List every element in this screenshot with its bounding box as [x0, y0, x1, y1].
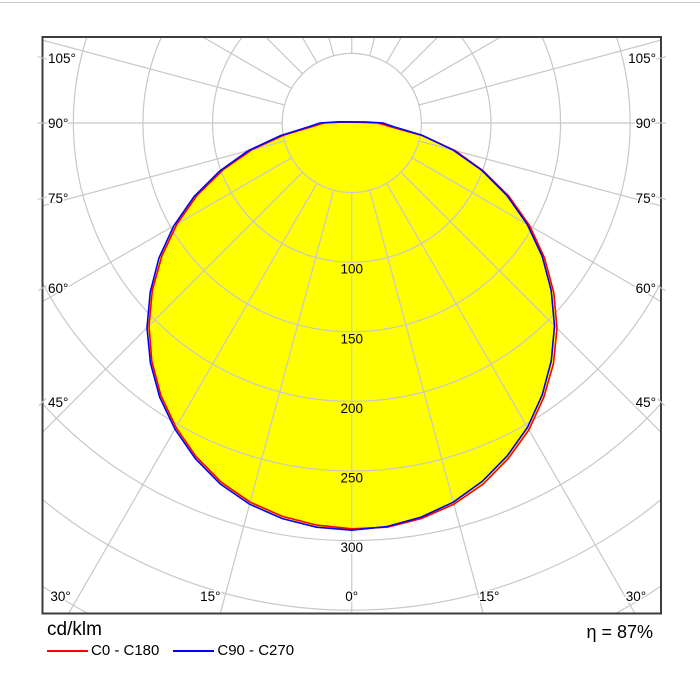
c90-c270-line-swatch: [173, 649, 215, 652]
legend-unit-label: cd/klm: [47, 619, 102, 640]
legend-item-c0-c180: C0 - C180: [47, 642, 159, 659]
legend: cd/klm C0 - C180 C90 - C270: [47, 620, 294, 659]
svg-text:30°: 30°: [626, 589, 646, 604]
svg-text:200: 200: [340, 401, 363, 416]
legend-item-c90-c270: C90 - C270: [173, 642, 294, 659]
svg-text:105°: 105°: [628, 51, 656, 66]
legend-row: C0 - C180 C90 - C270: [47, 642, 294, 659]
efficiency-label: η = 87%: [586, 622, 653, 642]
svg-text:75°: 75°: [636, 191, 656, 206]
c0-c180-line-swatch: [47, 649, 88, 652]
svg-text:15°: 15°: [479, 589, 499, 604]
svg-text:300: 300: [340, 540, 363, 555]
svg-text:90°: 90°: [48, 116, 68, 131]
svg-text:250: 250: [340, 471, 363, 486]
legend-label-c0-c180: C0 - C180: [91, 642, 160, 659]
svg-text:100: 100: [340, 262, 363, 277]
svg-text:45°: 45°: [48, 395, 68, 410]
svg-text:105°: 105°: [48, 51, 76, 66]
svg-text:90°: 90°: [636, 116, 656, 131]
svg-text:150: 150: [340, 331, 363, 346]
svg-text:45°: 45°: [636, 395, 656, 410]
svg-text:60°: 60°: [636, 281, 656, 296]
svg-text:75°: 75°: [48, 191, 68, 206]
svg-text:30°: 30°: [50, 589, 70, 604]
legend-label-c90-c270: C90 - C270: [217, 642, 295, 659]
svg-text:15°: 15°: [200, 589, 220, 604]
svg-text:0°: 0°: [345, 589, 358, 604]
top-rule-divider: [0, 2, 700, 3]
svg-text:60°: 60°: [48, 281, 68, 296]
